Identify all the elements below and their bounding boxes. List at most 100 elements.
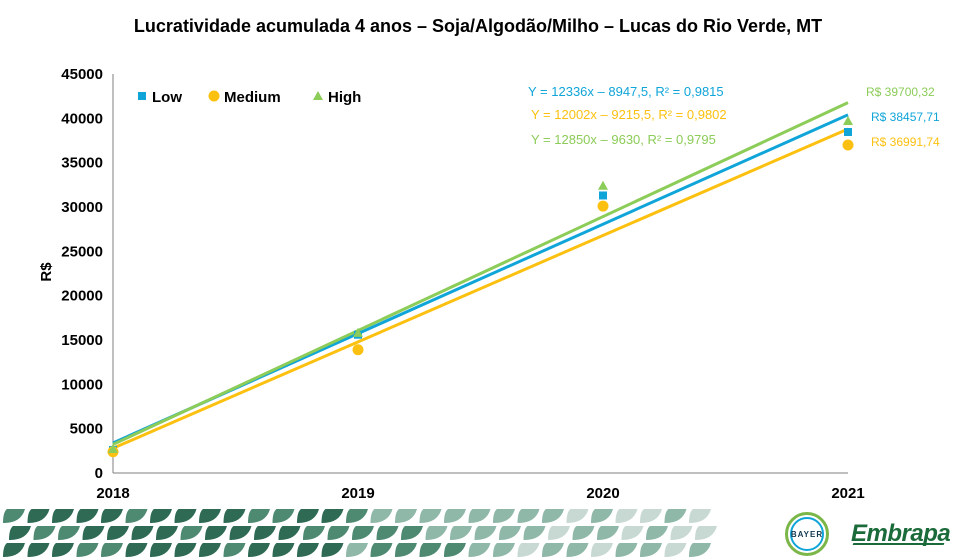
trend-equation-high: Y = 12850x – 9630, R² = 0,9795 <box>531 132 716 147</box>
footer-tile <box>664 509 687 523</box>
data-point-high <box>843 115 853 125</box>
trend-equations: Y = 12336x – 8947,5, R² = 0,9815 Y = 1200… <box>528 84 727 147</box>
footer-tile <box>548 526 570 540</box>
profitability-chart: Lucratividade acumulada 4 anos – Soja/Al… <box>38 16 940 502</box>
footer-tile <box>419 509 442 523</box>
x-tick-label: 2020 <box>586 485 619 502</box>
footer-tile <box>248 509 270 523</box>
footer-tile <box>346 543 368 557</box>
footer-tile <box>640 543 662 557</box>
footer-tile <box>346 509 368 523</box>
footer-tile <box>125 509 148 523</box>
footer-tile <box>223 509 246 523</box>
y-tick-label: 5000 <box>70 421 103 438</box>
footer-tile <box>297 509 319 523</box>
footer-tile <box>131 526 154 540</box>
embrapa-logo: Embrapa <box>851 520 951 547</box>
footer-tile <box>248 543 270 557</box>
footer-tile <box>566 543 589 557</box>
end-label-high: R$ 39700,32 <box>866 85 935 99</box>
footer-tile <box>468 509 491 523</box>
footer-tile <box>689 509 711 523</box>
data-points <box>107 115 854 458</box>
footer-tile <box>615 509 638 523</box>
y-tick-label: 40000 <box>61 110 103 127</box>
footer-tile <box>156 526 178 540</box>
footer-tile <box>223 543 246 557</box>
footer-tile <box>370 543 393 557</box>
footer-tile <box>107 526 129 540</box>
data-point-high <box>598 180 608 190</box>
footer-tile <box>278 526 301 540</box>
footer-tile <box>303 526 325 540</box>
footer-tile <box>640 509 662 523</box>
footer-tile <box>101 543 123 557</box>
data-point-high <box>353 327 363 337</box>
y-tick-label: 25000 <box>61 243 103 260</box>
footer-tile <box>591 509 613 523</box>
trend-lines <box>112 101 849 450</box>
footer-tile <box>205 526 227 540</box>
footer-tile <box>474 526 497 540</box>
end-value-labels: R$ 38457,71 R$ 36991,74 R$ 39700,32 <box>866 85 940 149</box>
trend-equation-medium: Y = 12002x – 9215,5, R² = 0,9802 <box>531 107 727 122</box>
footer-tile <box>52 543 74 557</box>
data-point-medium <box>597 200 609 212</box>
footer-tile <box>33 526 56 540</box>
footer-tile <box>52 509 74 523</box>
footer-tile <box>352 526 374 540</box>
footer-tile <box>370 509 393 523</box>
footer-tile <box>229 526 252 540</box>
x-tick-label: 2018 <box>96 485 129 502</box>
footer-tile <box>689 543 711 557</box>
footer-tile <box>272 509 295 523</box>
footer-tile <box>76 509 99 523</box>
end-label-low: R$ 38457,71 <box>871 110 940 124</box>
footer-tile <box>3 509 25 523</box>
footer-tile <box>425 526 448 540</box>
x-tick-label: 2019 <box>341 485 374 502</box>
footer-tile <box>82 526 105 540</box>
footer-tile <box>395 509 417 523</box>
y-tick-label: 20000 <box>61 288 103 305</box>
y-tick-label: 45000 <box>61 66 103 83</box>
footer-tile <box>254 526 276 540</box>
data-point-high <box>108 444 118 454</box>
data-point-low <box>844 128 852 137</box>
legend-label-high: High <box>328 89 361 106</box>
y-tick-label: 35000 <box>61 155 103 172</box>
y-tick-label: 10000 <box>61 376 103 393</box>
footer-tile <box>450 526 472 540</box>
footer-tile <box>493 543 515 557</box>
legend-marker-low <box>138 92 146 100</box>
footer-decoration <box>3 509 717 557</box>
legend-marker-high <box>313 91 323 100</box>
footer-tile <box>591 543 613 557</box>
footer-tile <box>621 526 644 540</box>
end-label-medium: R$ 36991,74 <box>871 135 940 149</box>
footer-tile <box>444 509 466 523</box>
footer-tile <box>517 509 540 523</box>
footer-tile <box>150 509 172 523</box>
y-tick-label: 30000 <box>61 199 103 216</box>
trend-equation-low: Y = 12336x – 8947,5, R² = 0,9815 <box>528 84 724 99</box>
footer-tile <box>199 509 221 523</box>
footer-tile <box>566 509 589 523</box>
footer-tile <box>542 509 564 523</box>
footer-tile <box>272 543 295 557</box>
footer-tile <box>664 543 687 557</box>
y-tick-label: 15000 <box>61 332 103 349</box>
footer-tile <box>419 543 442 557</box>
footer-tile <box>670 526 693 540</box>
y-axis-label: R$ <box>38 262 55 282</box>
bayer-logo: BAYER <box>785 512 829 556</box>
data-point-low <box>599 191 607 200</box>
y-tick-labels: 0 5000 10000 15000 20000 25000 30000 35000 40000… <box>61 66 103 482</box>
footer-tile <box>572 526 595 540</box>
footer-tile <box>468 543 491 557</box>
footer-tile <box>174 509 197 523</box>
footer-tile <box>180 526 203 540</box>
legend-label-medium: Medium <box>224 89 281 106</box>
bayer-logo-text: BAYER <box>790 530 824 539</box>
data-point-medium <box>842 139 854 151</box>
